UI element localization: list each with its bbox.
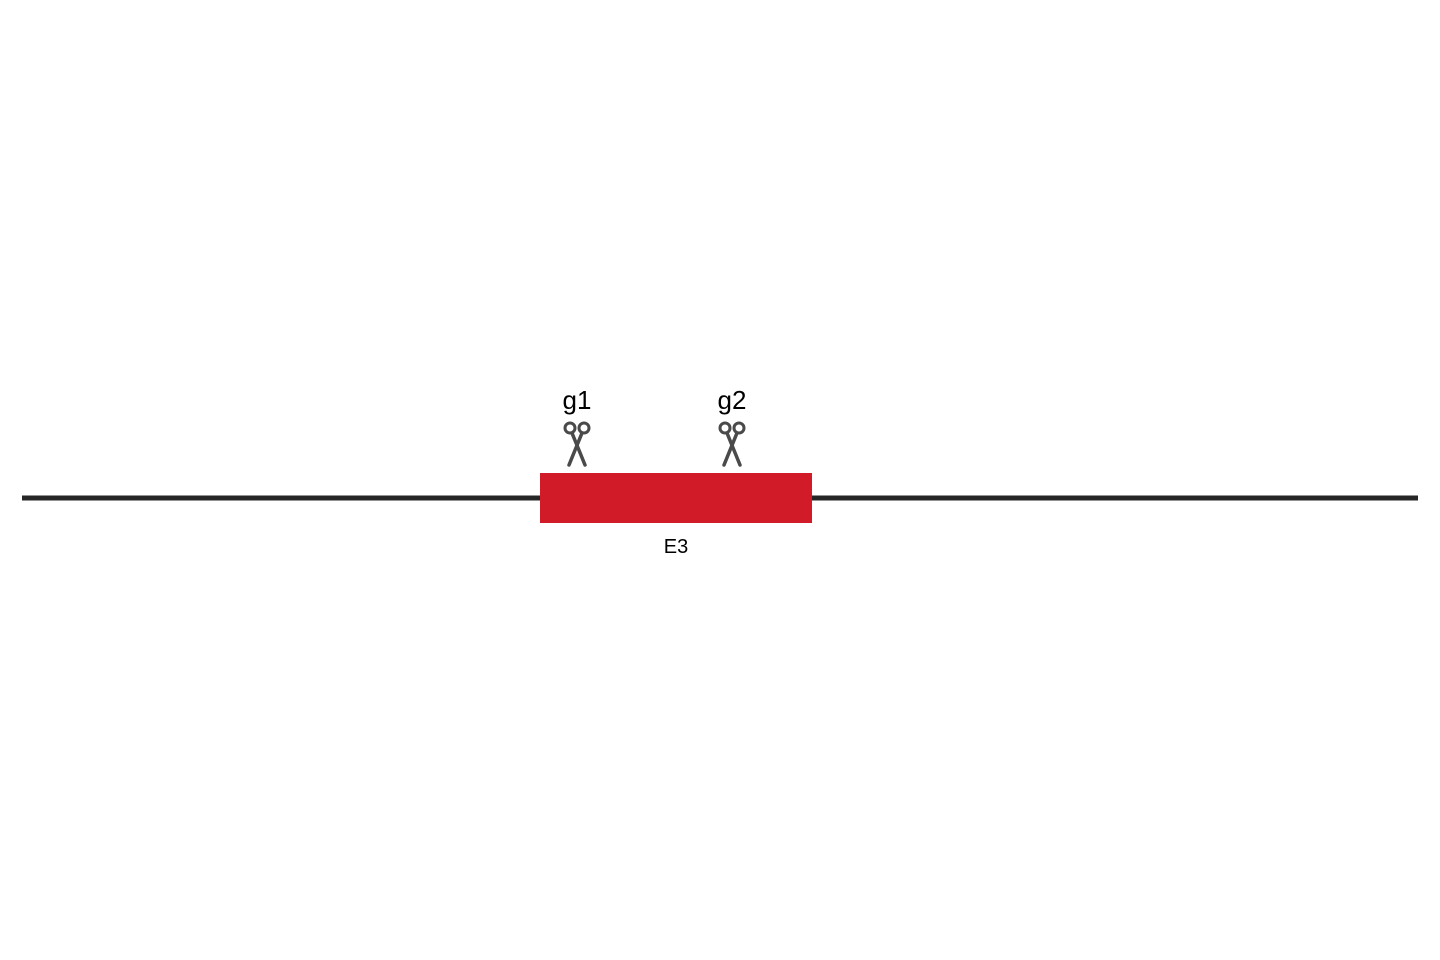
scissor-icon	[565, 423, 589, 465]
exon-label: E3	[664, 536, 688, 558]
cut-site-g2: g2	[718, 385, 747, 465]
scissor-icon	[720, 423, 744, 465]
exon-box	[540, 473, 812, 523]
cut-site-g1: g1	[563, 385, 592, 465]
cut-site-g1-label: g1	[563, 385, 592, 415]
gene-diagram: E3 g1 g2	[0, 0, 1440, 960]
cut-site-g2-label: g2	[718, 385, 747, 415]
